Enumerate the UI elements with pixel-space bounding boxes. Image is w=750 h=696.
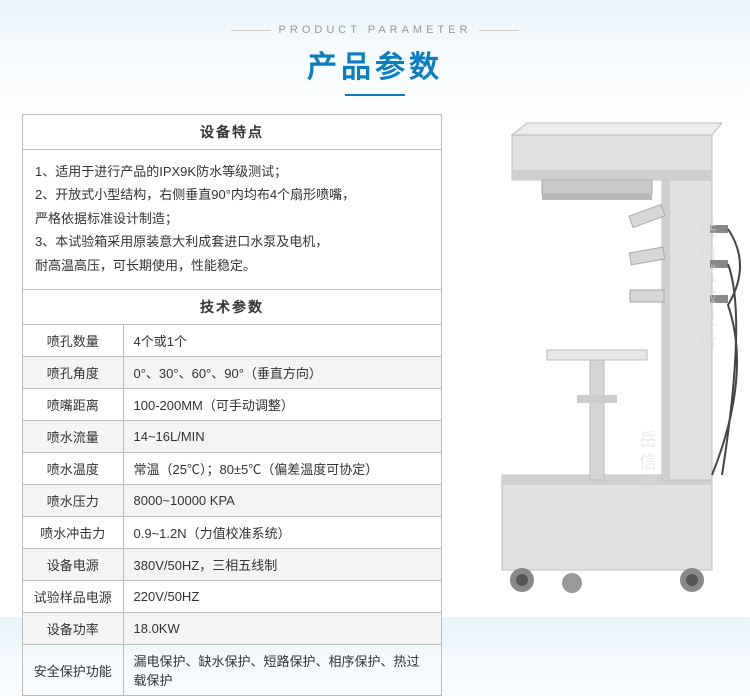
spec-value: 漏电保护、缺水保护、短路保护、相序保护、热过载保护 [123,645,441,696]
feature-line: 耐高温高压，可长期使用，性能稳定。 [35,254,429,277]
title-underline [345,94,405,96]
spec-label: 试验样品电源 [23,581,123,613]
table-row: 喷水冲击力0.9~1.2N（力值校准系统） [23,517,441,549]
subtitle-text: PRODUCT PARAMETER [223,24,528,36]
spec-label: 设备电源 [23,549,123,581]
table-row: 设备功率18.0KW [23,613,441,645]
spec-label: 喷水冲击力 [23,517,123,549]
equipment-image [452,115,742,595]
spec-value: 220V/50HZ [123,581,441,613]
table-row: 喷孔角度0°、30°、60°、90°（垂直方向） [23,357,441,389]
feature-line: 2、开放式小型结构，右侧垂直90°内均布4个扇形喷嘴， [35,183,429,206]
table-row: 喷水温度常温（25℃）；80±5℃（偏差温度可协定） [23,453,441,485]
table-row: 喷水流量14~16L/MIN [23,421,441,453]
specs-table: 喷孔数量4个或1个 喷孔角度0°、30°、60°、90°（垂直方向） 喷嘴距离1… [23,325,441,695]
specs-heading: 技术参数 [23,290,441,325]
spec-label: 喷水流量 [23,421,123,453]
spec-value: 14~16L/MIN [123,421,441,453]
spec-value: 18.0KW [123,613,441,645]
spec-label: 喷水压力 [23,485,123,517]
table-row: 设备电源380V/50HZ，三相五线制 [23,549,441,581]
spec-value: 100-200MM（可手动调整） [123,389,441,421]
content-panel: 设备特点 1、适用于进行产品的IPX9K防水等级测试； 2、开放式小型结构，右侧… [22,114,442,696]
features-heading: 设备特点 [23,115,441,150]
info-box: 设备特点 1、适用于进行产品的IPX9K防水等级测试； 2、开放式小型结构，右侧… [22,114,442,696]
spec-value: 0.9~1.2N（力值校准系统） [123,517,441,549]
spec-value: 380V/50HZ，三相五线制 [123,549,441,581]
spec-value: 8000~10000 KPA [123,485,441,517]
spec-label: 喷水温度 [23,453,123,485]
spec-value: 4个或1个 [123,325,441,357]
spec-value: 常温（25℃）；80±5℃（偏差温度可协定） [123,453,441,485]
feature-line: 严格依据标准设计制造； [35,207,429,230]
page-header: PRODUCT PARAMETER 产品参数 [0,0,750,96]
spec-value: 0°、30°、60°、90°（垂直方向） [123,357,441,389]
watermark-text: 岳信试验设备 [694,220,720,352]
spec-label: 设备功率 [23,613,123,645]
table-row: 喷水压力8000~10000 KPA [23,485,441,517]
watermark-text: 岳信试验设备 [634,430,660,562]
table-row: 安全保护功能漏电保护、缺水保护、短路保护、相序保护、热过载保护 [23,645,441,696]
spec-label: 喷嘴距离 [23,389,123,421]
spec-label: 喷孔数量 [23,325,123,357]
table-row: 喷嘴距离100-200MM（可手动调整） [23,389,441,421]
table-row: 喷孔数量4个或1个 [23,325,441,357]
features-body: 1、适用于进行产品的IPX9K防水等级测试； 2、开放式小型结构，右侧垂直90°… [23,150,441,290]
table-row: 试验样品电源220V/50HZ [23,581,441,613]
feature-line: 1、适用于进行产品的IPX9K防水等级测试； [35,160,429,183]
page-title: 产品参数 [0,42,750,86]
subtitle: PRODUCT PARAMETER [0,24,750,36]
spec-label: 安全保护功能 [23,645,123,696]
spec-label: 喷孔角度 [23,357,123,389]
feature-line: 3、本试验箱采用原装意大利成套进口水泵及电机， [35,230,429,253]
